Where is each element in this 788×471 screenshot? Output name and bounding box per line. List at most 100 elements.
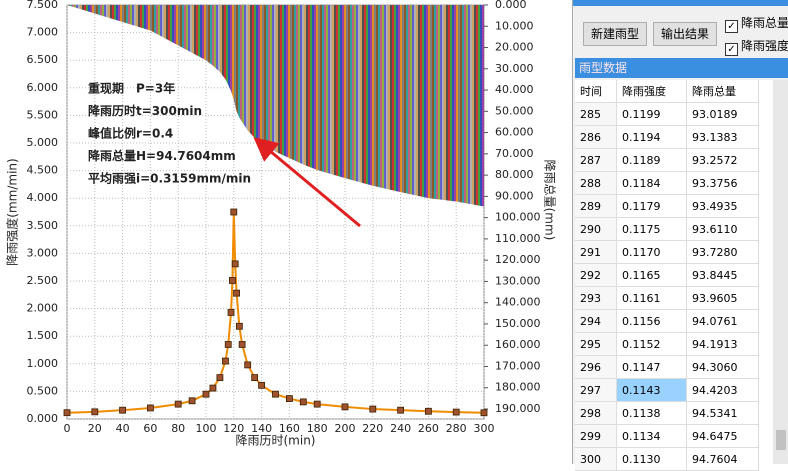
table-cell[interactable]: 93.4935 xyxy=(687,195,759,218)
table-cell[interactable]: 94.5341 xyxy=(687,402,759,425)
x-tick-label: 100 xyxy=(196,422,217,435)
marker xyxy=(224,341,232,348)
table-cell[interactable]: 295 xyxy=(575,333,617,356)
x-tick-label: 260 xyxy=(418,422,439,435)
table-cell[interactable]: 0.1134 xyxy=(617,425,687,448)
table-cell[interactable]: 93.3756 xyxy=(687,172,759,195)
table-cell[interactable]: 298 xyxy=(575,402,617,425)
y2-tick-label: 180.000 xyxy=(495,381,541,394)
table-cell[interactable]: 286 xyxy=(575,126,617,149)
table-cell[interactable]: 93.2572 xyxy=(687,149,759,172)
y-tick-label: 5.500 xyxy=(27,108,59,121)
marker xyxy=(119,406,126,414)
checkbox[interactable]: ✓ 降雨总量 xyxy=(725,14,788,33)
marker xyxy=(222,357,229,365)
table-cell[interactable]: 94.0761 xyxy=(687,310,759,333)
button[interactable]: 新建雨型 xyxy=(583,22,647,46)
marker xyxy=(272,390,279,398)
check-box[interactable]: ✓ xyxy=(725,43,738,56)
table-cell[interactable]: 299 xyxy=(575,425,617,448)
table-cell[interactable]: 94.3060 xyxy=(687,356,759,379)
table-cell[interactable]: 94.4203 xyxy=(687,379,759,402)
scrollbar[interactable] xyxy=(773,80,788,464)
y2-tick-label: 100.000 xyxy=(495,211,541,224)
table-cell[interactable]: 0.1161 xyxy=(617,287,687,310)
y-tick-label: 2.500 xyxy=(27,274,59,287)
y2-axis-label: 降雨总量(mm) xyxy=(543,160,557,241)
table-cell[interactable]: 0.1189 xyxy=(617,149,687,172)
checkbox-label: 降雨强度 xyxy=(741,39,788,53)
y-tick-label: 1.000 xyxy=(27,357,59,370)
table-cell[interactable]: 0.1194 xyxy=(617,126,687,149)
table-cell[interactable]: 296 xyxy=(575,356,617,379)
table-cell[interactable]: 93.6110 xyxy=(687,218,759,241)
table-cell[interactable]: 0.1175 xyxy=(617,218,687,241)
table-cell[interactable]: 290 xyxy=(575,218,617,241)
x-tick-label: 20 xyxy=(88,422,102,435)
marker xyxy=(230,208,238,216)
table-cell[interactable]: 0.1165 xyxy=(617,264,687,287)
marker xyxy=(188,397,196,405)
y-axis-label: 降雨强度(mm/min) xyxy=(5,158,20,265)
marker xyxy=(91,408,99,416)
table-cell[interactable]: 288 xyxy=(575,172,617,195)
table-cell[interactable]: 0.1143 xyxy=(617,379,687,402)
table-cell[interactable]: 94.7604 xyxy=(687,448,759,471)
marker xyxy=(231,260,239,268)
table-cell[interactable]: 0.1138 xyxy=(617,402,687,425)
table-cell[interactable]: 292 xyxy=(575,264,617,287)
table-cell[interactable]: 293 xyxy=(575,287,617,310)
table-cell[interactable]: 94.1913 xyxy=(687,333,759,356)
table-cell[interactable]: 297 xyxy=(575,379,617,402)
x-tick-label: 160 xyxy=(279,422,300,435)
marker xyxy=(480,409,488,417)
y2-tick-label: 160.000 xyxy=(495,338,541,351)
table-cell[interactable]: 0.1147 xyxy=(617,356,687,379)
table-cell[interactable]: 93.7280 xyxy=(687,241,759,264)
scroll-thumb[interactable] xyxy=(776,430,786,450)
table-cell[interactable]: 289 xyxy=(575,195,617,218)
marker xyxy=(227,309,235,316)
table-cell[interactable]: 300 xyxy=(575,448,617,471)
x-tick-label: 60 xyxy=(143,422,157,435)
marker xyxy=(258,381,266,389)
y2-tick-label: 120.000 xyxy=(495,253,541,266)
check-box[interactable]: ✓ xyxy=(725,20,738,33)
table-cell[interactable]: 287 xyxy=(575,149,617,172)
table-cell[interactable]: 93.1383 xyxy=(687,126,759,149)
table-cell[interactable]: 0.1152 xyxy=(617,333,687,356)
table-cell[interactable]: 0.1156 xyxy=(617,310,687,333)
table-cell[interactable]: 285 xyxy=(575,103,617,126)
chart: 0 20 40 60 80 100 120 140 160 180 200 220 240 260 280 3… xyxy=(5,0,557,448)
checkbox[interactable]: ✓ 降雨强度 xyxy=(725,37,788,56)
x-tick-label: 140 xyxy=(251,422,272,435)
table-cell[interactable]: 0.1184 xyxy=(617,172,687,195)
y-tick-label: 3.000 xyxy=(27,246,59,259)
button[interactable]: 输出结果 xyxy=(653,22,717,46)
top-strip xyxy=(573,0,788,6)
y2-tick-label: 190.000 xyxy=(495,402,541,415)
data-table: 时间 降雨强度 降雨总量 285 0.1199 93.0189 286 0.1194 93.13… xyxy=(575,80,773,471)
table-cell[interactable]: 0.1130 xyxy=(617,448,687,471)
table-cell[interactable]: 0.1170 xyxy=(617,241,687,264)
table-cell[interactable]: 94.6475 xyxy=(687,425,759,448)
y-tick-label: 6.500 xyxy=(27,53,59,66)
table-cell[interactable]: 93.9605 xyxy=(687,287,759,310)
table-cell[interactable]: 0.1199 xyxy=(617,103,687,126)
checkbox-label: 降雨总量 xyxy=(741,16,788,30)
x-tick-label: 180 xyxy=(307,422,328,435)
table-cell[interactable]: 0.1179 xyxy=(617,195,687,218)
table-cell[interactable]: 294 xyxy=(575,310,617,333)
table-cell[interactable]: 291 xyxy=(575,241,617,264)
y2-tick-label: 140.000 xyxy=(495,296,541,309)
table-cell[interactable]: 93.8445 xyxy=(687,264,759,287)
x-tick-label: 120 xyxy=(223,422,244,435)
marker xyxy=(341,403,349,411)
x-tick-label: 220 xyxy=(362,422,383,435)
y2-tick-label: 10.000 xyxy=(495,19,534,32)
table-header: 降雨总量 xyxy=(687,80,759,103)
x-tick-label: 200 xyxy=(335,422,356,435)
marker xyxy=(235,322,243,330)
table-cell[interactable]: 93.0189 xyxy=(687,103,759,126)
y2-tick-label: 130.000 xyxy=(495,274,541,287)
